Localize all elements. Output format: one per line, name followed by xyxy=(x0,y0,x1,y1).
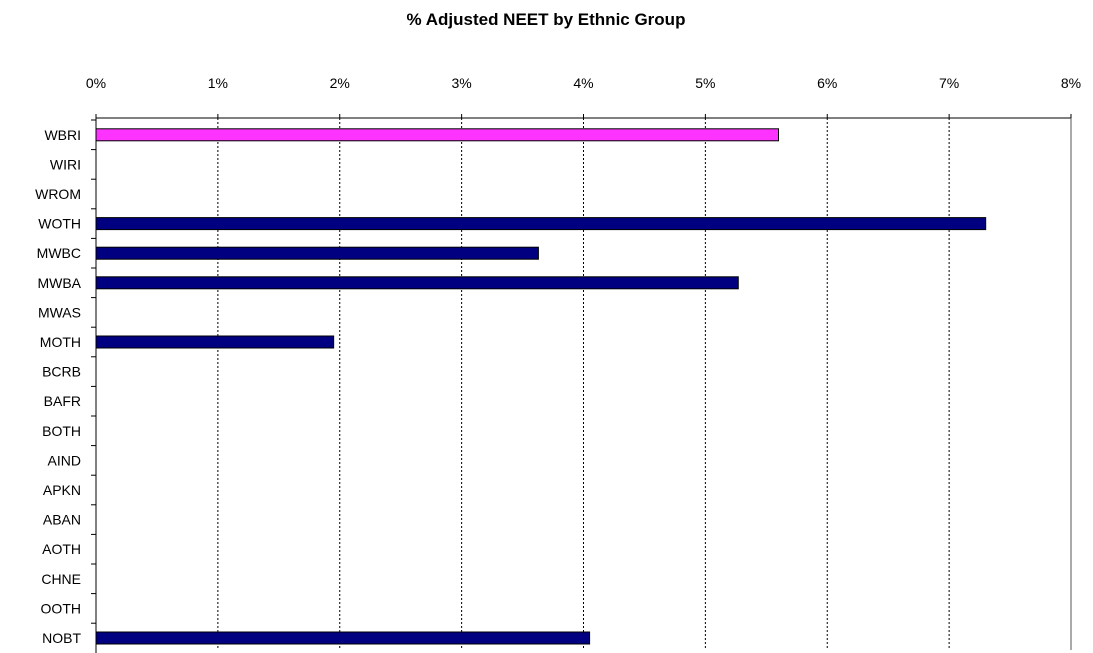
bar-wbri xyxy=(95,128,779,142)
category-label: OOTH xyxy=(41,600,81,616)
bar-mwbc xyxy=(95,246,539,260)
x-tick-label: 0% xyxy=(86,75,106,91)
category-label: MWBA xyxy=(37,275,81,291)
x-tick-label: 6% xyxy=(817,75,837,91)
x-tick-label: 3% xyxy=(452,75,472,91)
category-label: BOTH xyxy=(42,423,81,439)
category-label: APKN xyxy=(43,482,81,498)
x-tick-label: 4% xyxy=(573,75,593,91)
bar-moth xyxy=(95,335,335,349)
bar-woth xyxy=(95,217,987,231)
bar-nobt xyxy=(95,631,591,645)
x-tick-labels: 0% 1% 2% 3% 4% 5% 6% 7% 8% xyxy=(86,75,1081,91)
category-labels: WBRI WIRI WROM WOTH MWBC MWBA MWAS MOTH BCRB BAFR… xyxy=(35,127,82,646)
x-tick-label: 5% xyxy=(695,75,715,91)
category-label: MWAS xyxy=(38,304,81,320)
category-label: NOBT xyxy=(42,630,81,646)
x-tick-label: 8% xyxy=(1061,75,1081,91)
category-label: BCRB xyxy=(42,364,81,380)
chart-title: % Adjusted NEET by Ethnic Group xyxy=(407,10,686,29)
axes xyxy=(91,114,1072,653)
category-label: WROM xyxy=(35,186,81,202)
category-label: CHNE xyxy=(41,571,81,587)
bars xyxy=(95,128,987,645)
x-tick-label: 1% xyxy=(208,75,228,91)
grid-lines xyxy=(217,118,950,650)
bar-mwba xyxy=(95,276,739,290)
category-label: WOTH xyxy=(38,216,81,232)
category-label: AIND xyxy=(48,452,81,468)
x-tick-label: 2% xyxy=(330,75,350,91)
category-label: ABAN xyxy=(43,512,81,528)
x-tick-label: 7% xyxy=(939,75,959,91)
category-label: WBRI xyxy=(44,127,81,143)
category-label: AOTH xyxy=(42,541,81,557)
category-label: MWBC xyxy=(37,245,81,261)
category-label: WIRI xyxy=(50,156,81,172)
category-label: BAFR xyxy=(44,393,81,409)
category-label: MOTH xyxy=(40,334,81,350)
